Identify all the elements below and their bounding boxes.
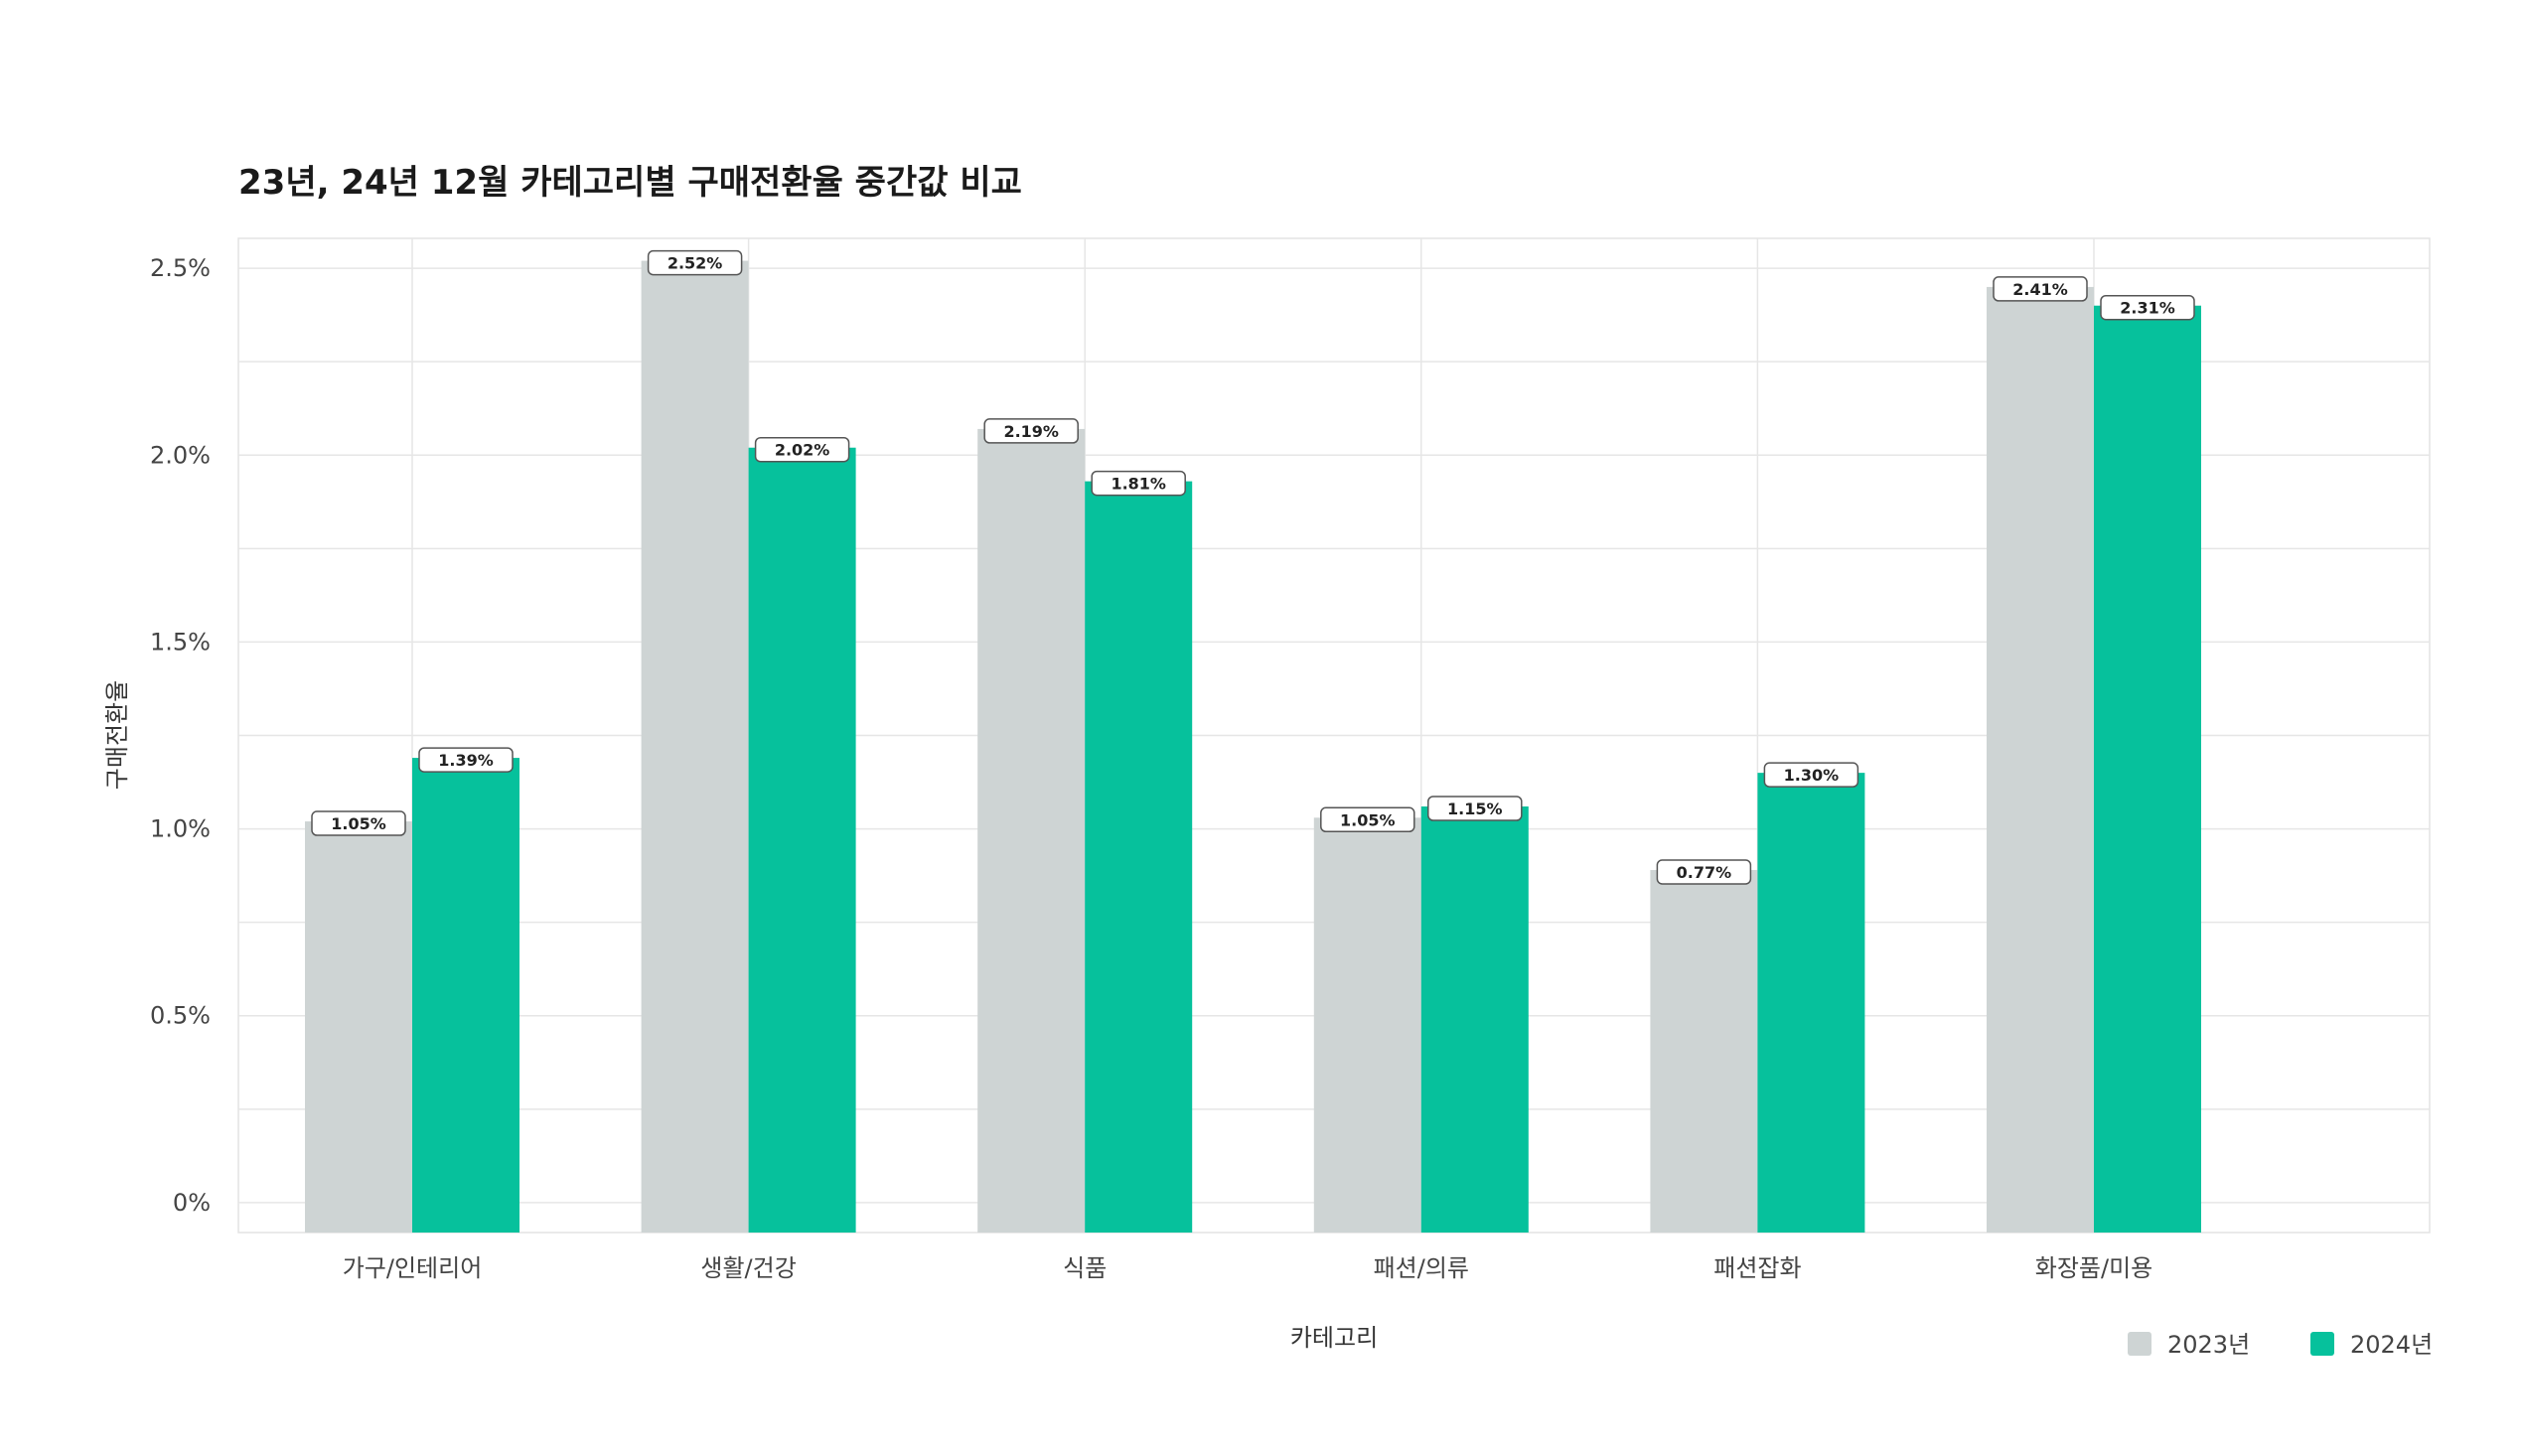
data-label: 1.81% [1111,475,1166,494]
bar-2024년 [412,758,519,1233]
bar-2024년 [1757,773,1865,1233]
bar-2023년 [1313,817,1421,1233]
bar-2024년 [748,447,856,1234]
data-label-box [2100,294,2195,321]
x-tick-label: 가구/인테리어 [343,1254,483,1282]
legend-label-2024: 2024년 [2350,1331,2433,1359]
bar-2024년 [1420,806,1529,1233]
data-label: 1.05% [1340,810,1396,829]
data-label-box [1091,470,1186,497]
bar-2024년 [1085,481,1193,1234]
data-label: 1.30% [1784,766,1840,785]
data-label-box [983,418,1079,444]
x-tick-label: 식품 [1063,1254,1107,1282]
y-tick-label: 1.5% [150,628,211,655]
bar-2023년 [1987,286,2094,1234]
data-label-box [647,249,743,276]
y-tick-label: 0.5% [150,1002,211,1030]
data-label: 1.15% [1447,800,1503,818]
legend-swatch-2024 [2310,1332,2334,1356]
y-tick-label: 1.0% [150,815,211,843]
data-label: 1.05% [331,814,386,833]
bar-2023년 [1650,869,1758,1233]
y-tick-label: 0% [173,1189,211,1217]
bars-layer [305,260,2201,1234]
data-label: 2.41% [2012,280,2068,299]
x-tick-label: 패션/의류 [1374,1254,1469,1282]
data-label-box [1427,796,1523,821]
bar-2023년 [641,260,749,1233]
bar-2023년 [305,821,412,1233]
data-label-box [1656,859,1752,885]
chart-title: 23년, 24년 12월 카테고리별 구매전환율 중간값 비교 [238,163,1022,203]
data-label: 2.19% [1003,422,1059,441]
x-tick-label: 화장품/미용 [2035,1254,2153,1282]
y-tick-label: 2.5% [150,254,211,282]
data-label-box [754,436,850,463]
x-tick-label: 패션잡화 [1713,1254,1801,1282]
axis-layer: 0% 0.5% 1.0% 1.5% 2.0% 2.5% 가구/인테리어 생활/건강 식품 패션/의… [150,254,2152,1282]
data-labels-layer: 1.05% 2.52% 2.19% 1.05% 0.77% 2.41% 1.39% 2.02%… [311,249,2195,885]
bar-2023년 [977,428,1086,1234]
data-label-box [1993,276,2088,302]
legend-swatch-2023 [2128,1332,2151,1356]
data-label: 0.77% [1677,863,1732,882]
x-tick-label: 생활/건강 [700,1254,796,1282]
legend-label-2023: 2023년 [2167,1331,2250,1359]
bar-2024년 [2094,305,2201,1234]
legend: 2023년 2024년 [2128,1331,2433,1359]
data-label-box [1320,806,1415,833]
data-label: 2.31% [2120,299,2175,318]
y-axis-title: 구매전환율 [103,680,131,790]
data-label: 1.39% [438,751,494,770]
x-axis-title: 카테고리 [1290,1324,1378,1352]
data-label-box [418,747,514,773]
data-label: 2.02% [775,441,830,460]
data-label-box [311,810,406,836]
data-label-box [1763,762,1859,788]
y-tick-label: 2.0% [150,441,211,469]
data-label: 2.52% [667,254,723,273]
